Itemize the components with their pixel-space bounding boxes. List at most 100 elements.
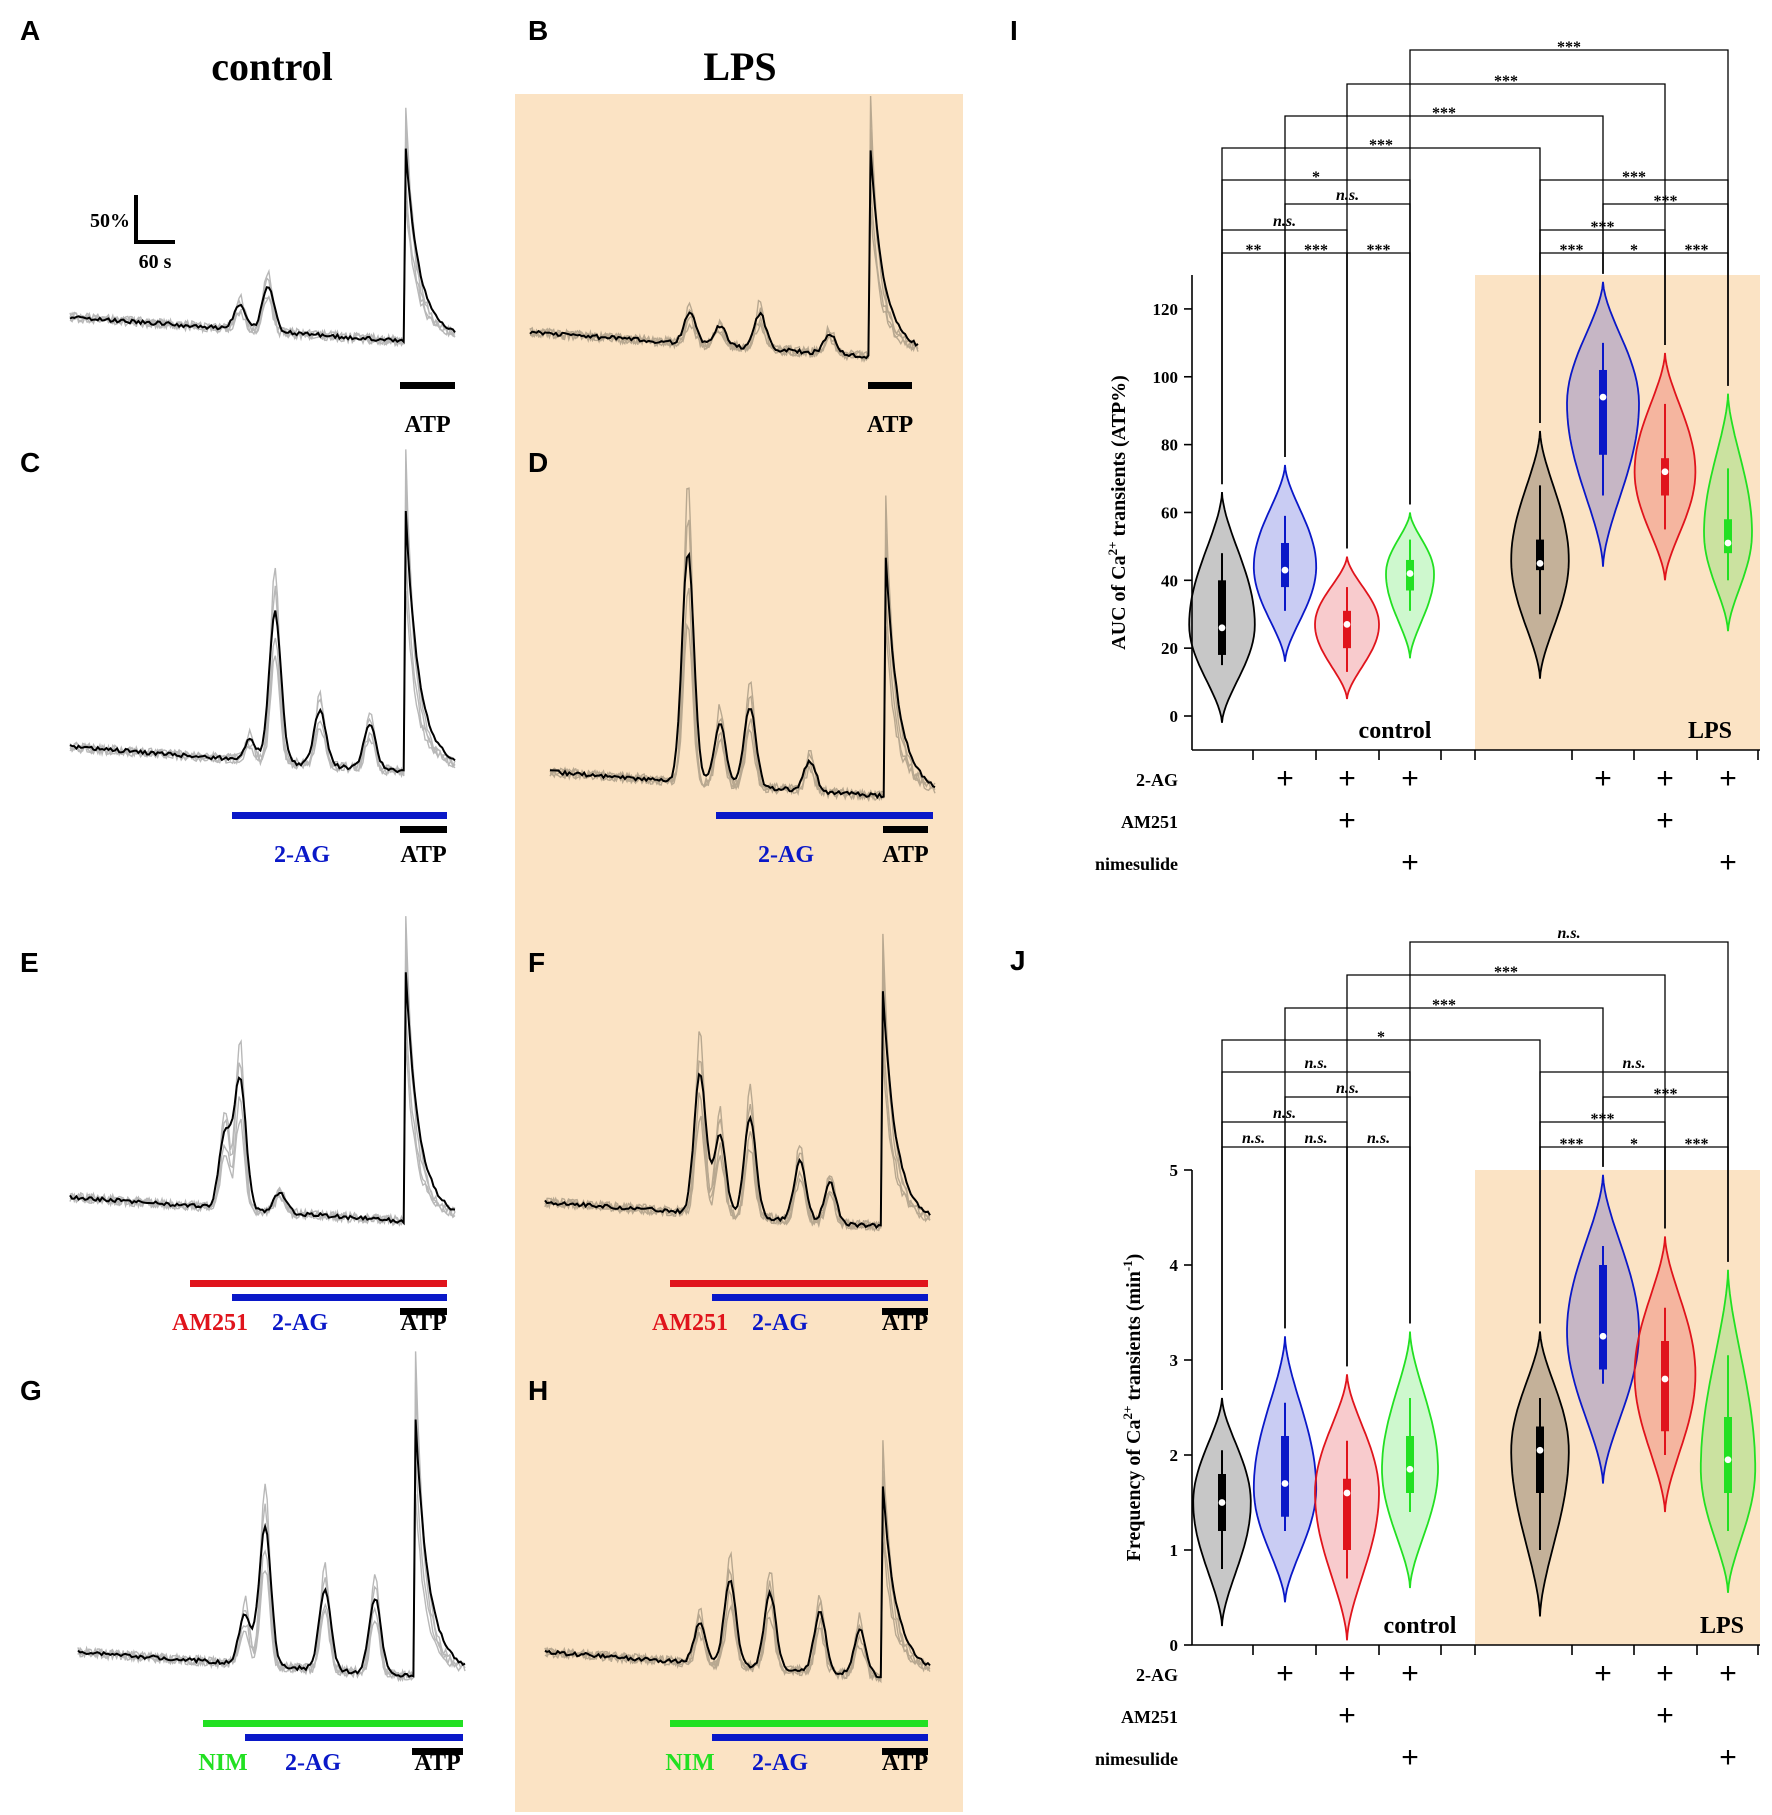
- significance-bracket: ***: [1409, 39, 1729, 505]
- violin-1: [1188, 492, 1256, 723]
- significance-bracket: ***: [1284, 105, 1604, 457]
- significance-label: ***: [1432, 997, 1456, 1014]
- single-cell-trace: [529, 184, 919, 363]
- panel-letter: H: [528, 1375, 548, 1406]
- treatment-row-label: nimesulide: [1095, 854, 1178, 874]
- treatment-plus: +: [1401, 1741, 1419, 1774]
- violin-median: [1724, 1456, 1732, 1464]
- violin-median: [1661, 468, 1669, 476]
- treatment-plus: +: [1656, 1657, 1674, 1690]
- application-bar-ATP: [882, 1308, 928, 1315]
- violin-3: [1314, 556, 1380, 700]
- application-bar-ATP: [400, 1308, 447, 1315]
- y-tick-label: 4: [1170, 1256, 1179, 1275]
- drug-label-2-AG: 2-AG: [285, 1750, 341, 1776]
- y-tick-label: 40: [1161, 571, 1178, 590]
- significance-bracket: n.s.: [1221, 1055, 1411, 1390]
- application-bar-ATP: [412, 1748, 463, 1755]
- treatment-row-label: nimesulide: [1095, 1749, 1178, 1769]
- significance-bracket: n.s.: [1221, 1130, 1286, 1390]
- chart-panel-I: I 0 20 40 60 80 100 120 AUC of Ca2+ transients (…: [1010, 15, 1760, 879]
- drug-label-ATP: ATP: [867, 412, 913, 438]
- significance-bracket: ***: [1346, 242, 1411, 549]
- panel-letter: D: [528, 447, 548, 478]
- y-tick-label: 0: [1170, 707, 1179, 726]
- drug-label-AM251: AM251: [172, 1310, 248, 1336]
- violin-6: [1566, 1174, 1640, 1484]
- trace-panel-C: C 2-AG ATP: [20, 447, 456, 868]
- significance-label: n.s.: [1622, 1055, 1645, 1072]
- lps-column-background: [515, 94, 963, 1812]
- drug-label-2-AG: 2-AG: [758, 842, 814, 868]
- violin-7: [1633, 1236, 1697, 1513]
- trace-panel-D: D 2-AG ATP: [528, 447, 936, 868]
- violin-3: [1314, 1374, 1380, 1641]
- group-label-control: control: [1384, 1613, 1457, 1639]
- violin-median: [1661, 1375, 1669, 1383]
- drug-label-ATP: ATP: [414, 1750, 460, 1776]
- violin-median: [1281, 1480, 1289, 1487]
- application-bar-2-AG: [245, 1734, 463, 1741]
- single-cell-trace: [69, 916, 456, 1227]
- bracket-line: [1221, 1146, 1286, 1390]
- single-cell-trace: [549, 587, 935, 799]
- treatment-row-label: AM251: [1121, 1707, 1178, 1727]
- violin-iqr-box: [1724, 1417, 1732, 1493]
- drug-label-2-AG: 2-AG: [752, 1310, 808, 1336]
- y-tick-label: 120: [1153, 300, 1179, 319]
- bracket-line: [1221, 252, 1286, 485]
- drug-label-AM251: AM251: [652, 1310, 728, 1336]
- violin-iqr-box: [1343, 610, 1351, 649]
- drug-label-ATP: ATP: [400, 1310, 446, 1336]
- trace-panel-E: E AM251 2-AG ATP: [20, 916, 456, 1336]
- application-bar-ATP: [868, 382, 912, 389]
- y-tick-label: 0: [1170, 1636, 1179, 1655]
- drug-label-2-AG: 2-AG: [272, 1310, 328, 1336]
- violin-2: [1252, 464, 1318, 662]
- mean-trace: [544, 991, 931, 1230]
- significance-bracket: n.s.: [1409, 925, 1729, 1324]
- significance-label: ***: [1557, 39, 1581, 56]
- mean-trace: [549, 551, 936, 800]
- violin-iqr-box: [1599, 1265, 1607, 1370]
- y-tick-label: 2: [1170, 1446, 1179, 1465]
- significance-bracket: ***: [1346, 964, 1666, 1367]
- mean-trace: [544, 1486, 931, 1679]
- bracket-line: [1346, 252, 1411, 549]
- treatment-row-label: AM251: [1121, 812, 1178, 832]
- violin-median: [1406, 570, 1414, 577]
- significance-label: n.s.: [1304, 1055, 1327, 1072]
- treatment-plus: +: [1276, 762, 1294, 795]
- violin-5: [1510, 1331, 1570, 1617]
- scale-bar: 50% 60 s: [90, 195, 175, 273]
- violin-8: [1699, 1269, 1757, 1593]
- treatment-row-label: 2-AG: [1136, 770, 1178, 790]
- treatment-plus: +: [1656, 762, 1674, 795]
- y-tick-label: 100: [1153, 368, 1179, 387]
- application-bar-2-AG: [716, 812, 933, 819]
- violin-median: [1218, 624, 1226, 632]
- violin-median: [1343, 621, 1351, 628]
- application-bar-AM251: [190, 1280, 447, 1287]
- violin-iqr-box: [1343, 1478, 1351, 1550]
- application-bar-AM251: [670, 1280, 928, 1287]
- bracket-line: [1346, 974, 1666, 1367]
- chart-panel-J: J 0 1 2 3 4 5 Frequency of Ca2+ transients (min…: [1010, 925, 1760, 1774]
- scale-bar-x-label: 60 s: [139, 251, 172, 273]
- significance-label: n.s.: [1304, 1130, 1327, 1147]
- significance-label: n.s.: [1557, 925, 1580, 942]
- significance-label: n.s.: [1367, 1130, 1390, 1147]
- treatment-plus: +: [1401, 846, 1419, 879]
- significance-label: *: [1630, 242, 1638, 259]
- violin-2: [1252, 1336, 1318, 1603]
- mean-trace: [69, 510, 456, 774]
- violin-iqr-box: [1661, 1341, 1669, 1432]
- single-cell-trace: [69, 179, 456, 348]
- single-cell-trace: [69, 479, 456, 777]
- bracket-line: [1284, 115, 1604, 457]
- treatment-plus: +: [1338, 804, 1356, 837]
- violin-iqr-box: [1281, 1436, 1289, 1517]
- application-bar-ATP: [400, 382, 455, 389]
- significance-label: *: [1630, 1136, 1638, 1153]
- significance-label: ***: [1685, 242, 1709, 259]
